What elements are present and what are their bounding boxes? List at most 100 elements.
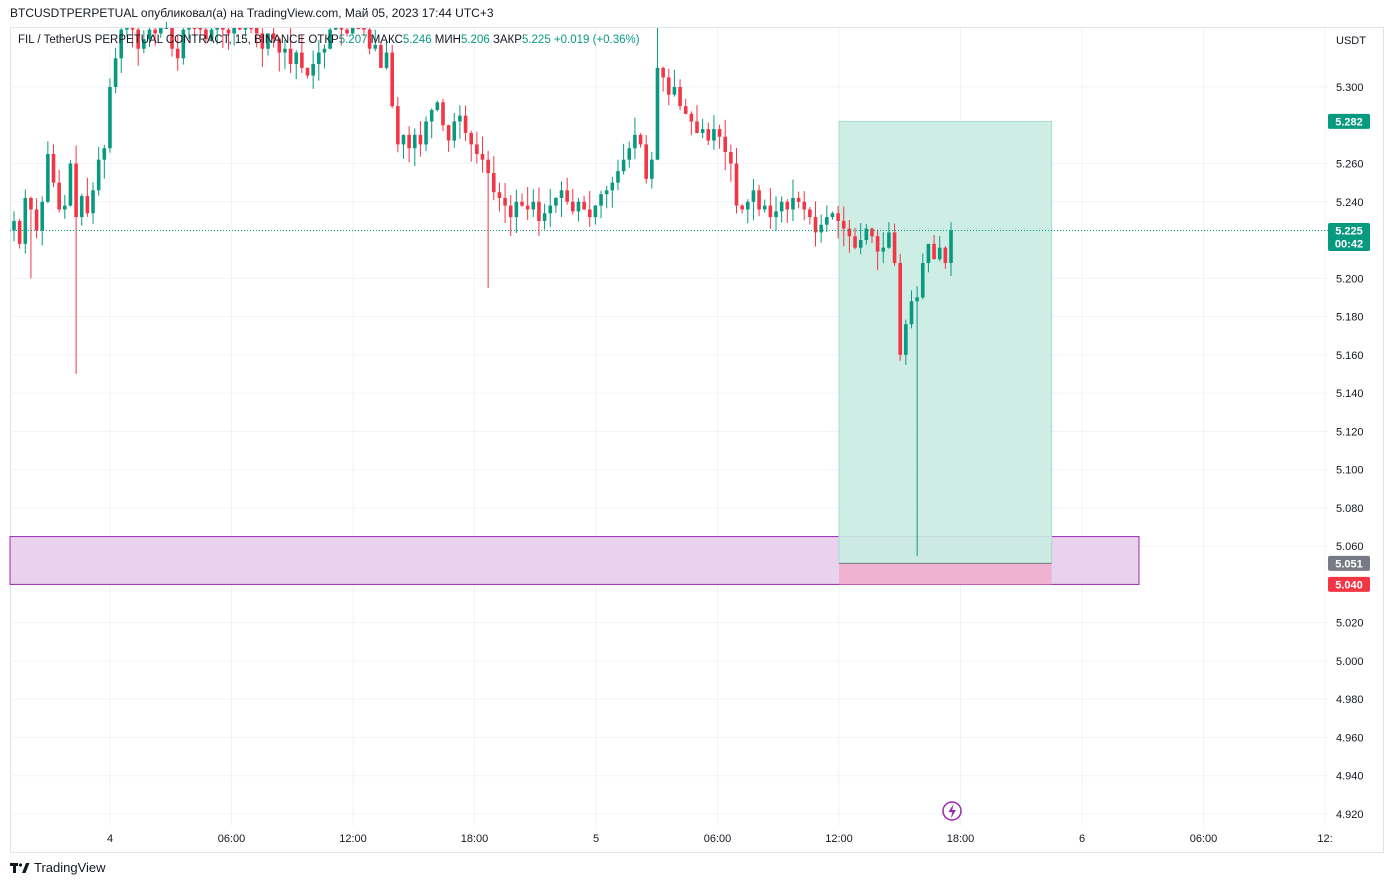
candle-body — [345, 29, 349, 34]
y-tick-label: 5.140 — [1336, 388, 1364, 400]
tradingview-logo-icon — [10, 862, 30, 873]
candle — [333, 28, 338, 31]
candle — [791, 179, 795, 222]
candle — [644, 135, 648, 184]
candle-body — [108, 87, 112, 149]
candle — [576, 197, 581, 222]
candle — [757, 185, 761, 217]
candle — [362, 28, 366, 37]
candle — [559, 181, 564, 217]
candle — [847, 219, 852, 253]
x-tick-label: 4 — [107, 833, 113, 845]
footer-brand[interactable]: TradingView — [10, 860, 106, 875]
candle-body — [949, 230, 953, 264]
y-tick-label: 5.260 — [1336, 159, 1364, 171]
candle — [672, 69, 677, 97]
candle — [187, 28, 191, 40]
drawing-zones[interactable] — [9, 120, 1140, 585]
close-value: 5.225 — [521, 34, 551, 46]
candle-body — [932, 243, 936, 260]
price-badge-bg — [1328, 576, 1370, 592]
candle — [153, 28, 157, 46]
candle-body — [237, 28, 242, 30]
symbol-description[interactable]: FIL / TetherUS PERPETUAL CONTRACT, 15, B… — [18, 34, 306, 46]
stop-loss-zone[interactable] — [839, 563, 1052, 585]
alert-lightning-icon[interactable] — [942, 801, 962, 821]
candle-body — [486, 159, 490, 174]
y-tick-label: 4.920 — [1336, 809, 1364, 821]
candle-body — [339, 28, 344, 30]
candle-body — [920, 263, 925, 298]
candle-body — [46, 153, 50, 202]
candle-body — [350, 28, 355, 34]
candle — [384, 40, 389, 70]
candle — [158, 28, 163, 38]
candle — [260, 28, 265, 68]
candle — [63, 194, 67, 219]
candle-body — [317, 52, 321, 65]
chart-pane[interactable] — [10, 27, 1384, 853]
price-badge-value: 5.040 — [1335, 579, 1363, 591]
candle — [311, 50, 315, 89]
candle-body — [23, 197, 28, 244]
candle-body — [548, 205, 553, 214]
candle — [497, 182, 502, 212]
candle-body — [390, 52, 394, 107]
candle-body — [260, 33, 265, 49]
candle — [458, 105, 462, 139]
candle-body — [723, 136, 728, 153]
candle-body — [153, 29, 157, 34]
candle-body — [576, 201, 581, 212]
candle — [373, 29, 378, 52]
candle-body — [587, 209, 592, 218]
candle-body — [356, 28, 361, 29]
candle-body — [74, 163, 78, 218]
candle-body — [508, 205, 513, 218]
candle — [565, 177, 569, 205]
candle-body — [706, 129, 711, 141]
candle-body — [937, 247, 942, 260]
candle — [587, 191, 592, 227]
y-tick-label: 5.300 — [1336, 82, 1364, 94]
candle-body — [170, 28, 174, 49]
candle — [582, 195, 586, 210]
price-badge-bg — [1328, 555, 1370, 571]
candle — [616, 159, 620, 191]
candle — [108, 78, 112, 153]
candle-body — [412, 134, 417, 149]
candle-body — [864, 228, 869, 241]
close-label: ЗАКР — [492, 34, 522, 46]
time-axis[interactable]: 4 06:00 12:00 18:00 5 06:00 12:00 18:00 6 06:00 12… — [107, 833, 1333, 845]
candle — [407, 126, 411, 163]
candle — [525, 187, 530, 221]
candle — [339, 28, 344, 46]
candle-body — [757, 190, 761, 210]
candle-body — [525, 205, 530, 210]
candle-body — [734, 163, 739, 206]
take-profit-zone[interactable] — [838, 120, 1053, 564]
candle-body — [283, 48, 287, 53]
price-badge-value: 5.051 — [1335, 558, 1363, 570]
price-axis[interactable]: USDT 5.300 5.260 5.240 5.200 5.180 5.160 5.140 5… — [1336, 35, 1366, 821]
candle — [424, 116, 428, 152]
candle-body — [125, 28, 129, 30]
candle-body — [480, 153, 485, 160]
candle-body — [813, 217, 818, 233]
candle — [350, 28, 355, 35]
candle — [429, 108, 434, 139]
candle-body — [825, 217, 829, 225]
candle-body — [130, 28, 135, 30]
candle — [819, 214, 823, 243]
candle-body — [683, 106, 688, 114]
candle-body — [802, 201, 807, 210]
candle — [796, 191, 801, 209]
candle — [215, 28, 220, 45]
candle-body — [435, 102, 440, 110]
candle-body — [322, 48, 327, 53]
candle — [508, 195, 513, 237]
x-tick-label: 12:00 — [339, 833, 367, 845]
candle-body — [898, 263, 902, 355]
candle — [40, 196, 45, 246]
